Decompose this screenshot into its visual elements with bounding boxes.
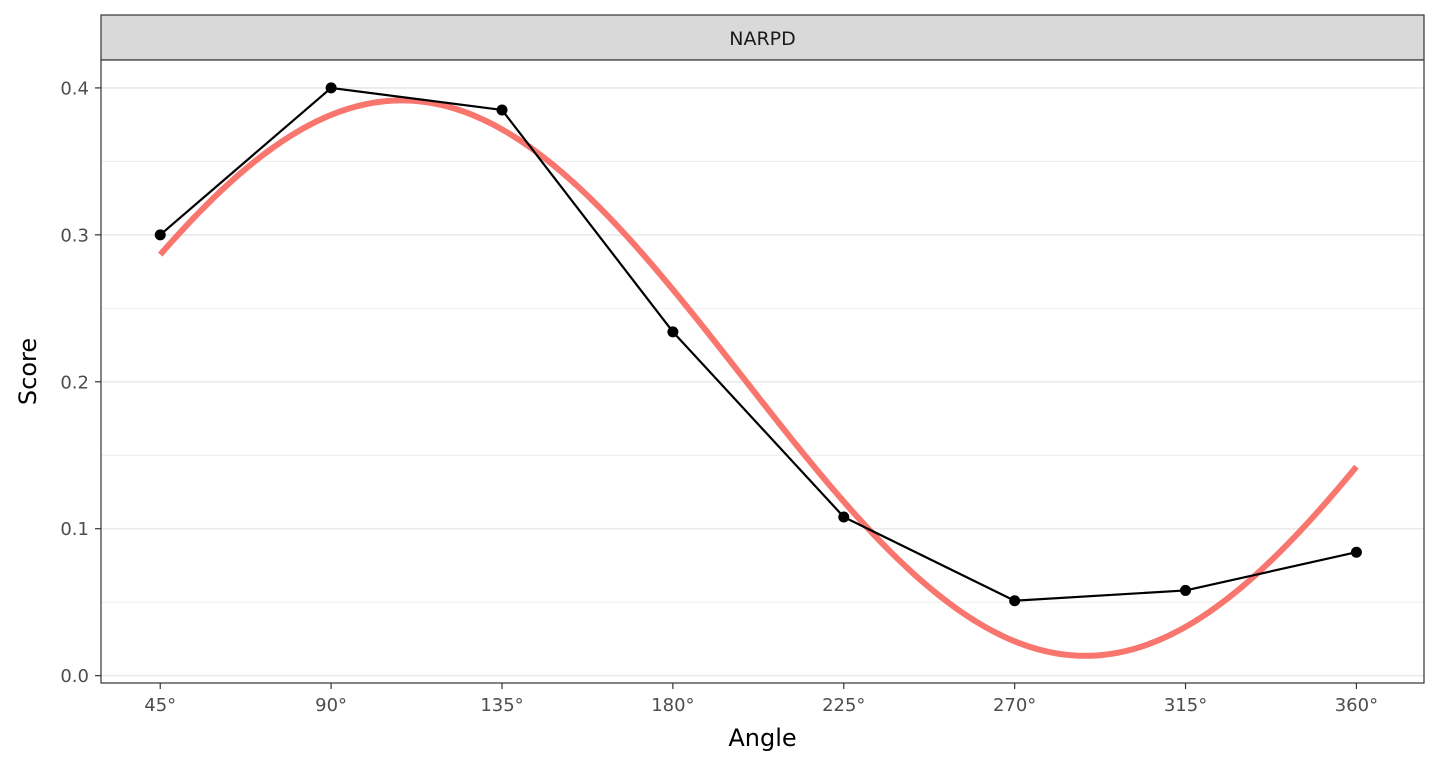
x-tick-label: 135° [480,695,523,716]
x-tick-label: 315° [1164,695,1207,716]
y-tick-label: 0.3 [60,225,89,246]
fitted-curve-layer [157,97,1359,659]
observed-point [1009,595,1021,607]
observed-point [496,104,508,116]
observed-line [159,86,1357,602]
x-tick-label: 180° [651,695,694,716]
observed-point [154,229,166,241]
facet-strip [100,14,1425,61]
observed-point [1180,584,1192,596]
plot-panel [101,60,1424,683]
observed-point [667,326,679,338]
y-tick-label: 0.0 [60,666,89,687]
facet-strip-label: NARPD [729,28,796,50]
observed-point [1350,546,1362,558]
observed-point [325,82,337,94]
y-axis-title: Score [14,338,42,405]
x-tick-label: 90° [315,695,347,716]
observed-series-layer [154,82,1362,607]
observed-point [838,511,850,523]
x-tick-label: 270° [993,695,1036,716]
x-tick-label: 225° [822,695,865,716]
y-axis: 0.0 0.1 0.2 0.3 0.4 [60,78,101,687]
y-tick-label: 0.1 [60,519,89,540]
x-tick-label: 45° [144,695,176,716]
y-tick-label: 0.2 [60,372,89,393]
x-tick-label: 360° [1335,695,1378,716]
plot-panel-border [100,59,1425,684]
grid-layer [101,87,1424,677]
x-axis-title: Angle [728,724,796,752]
y-tick-label: 0.4 [60,78,89,99]
fitted-curve-line [157,97,1359,659]
x-axis: 45° 90° 135° 180° 225° 270° 315° 360° [144,683,1378,716]
